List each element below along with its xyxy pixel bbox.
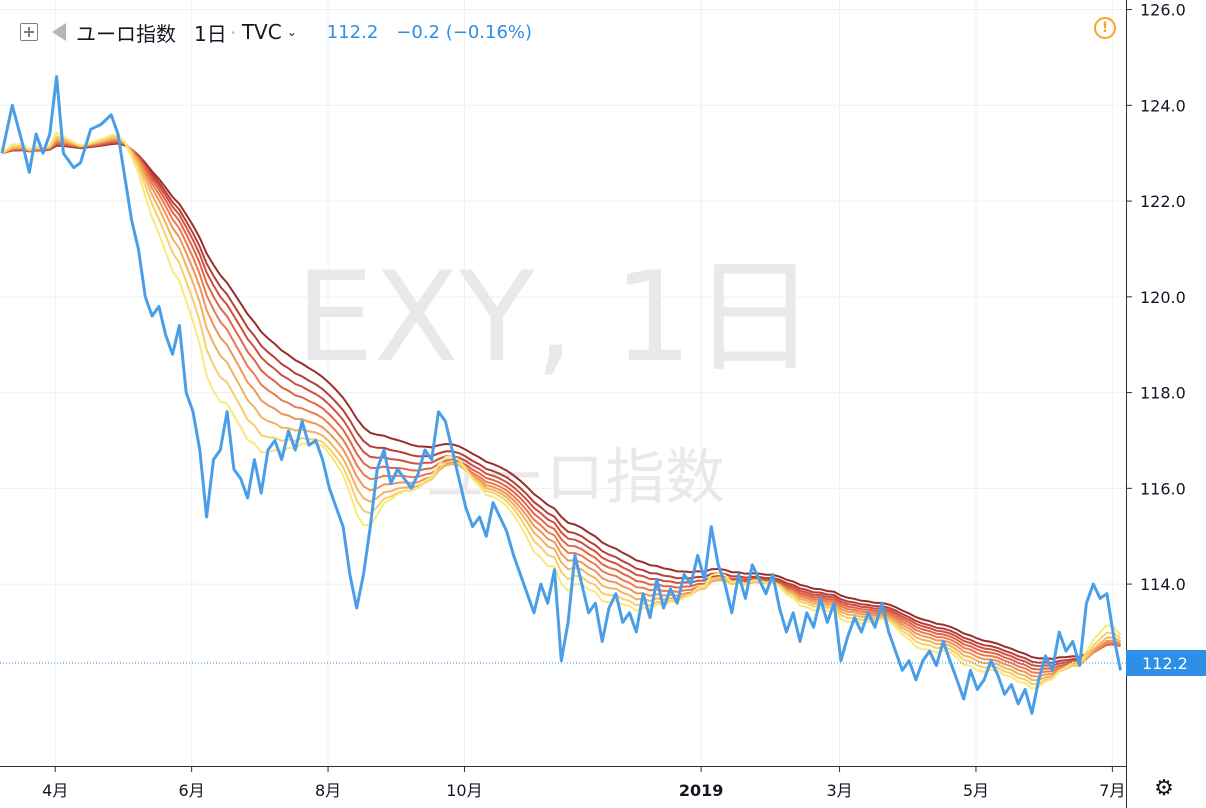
last-value: 112.2 bbox=[326, 21, 379, 43]
warning-icon[interactable]: ! bbox=[1094, 17, 1116, 39]
price-axis-label: 112.2 bbox=[1126, 650, 1206, 676]
x-tick-label: 2019 bbox=[679, 781, 724, 800]
ma-line bbox=[1, 139, 1121, 675]
y-tick-label: 126.0 bbox=[1140, 1, 1186, 20]
legend-header: ユーロ指数 1日 · TVC ⌄ 112.2 −0.2 (−0.16%) bbox=[20, 18, 532, 46]
y-tick-label: 118.0 bbox=[1140, 384, 1186, 403]
watermark-description: ユーロ指数 bbox=[425, 443, 725, 513]
y-tick-label: 120.0 bbox=[1140, 288, 1186, 307]
ma-line bbox=[1, 135, 1122, 686]
time-axis-bg bbox=[0, 766, 1126, 808]
y-tick-label: 114.0 bbox=[1140, 575, 1186, 594]
price-series bbox=[0, 75, 1122, 715]
ma-line bbox=[1, 142, 1121, 660]
exchange[interactable]: TVC bbox=[241, 20, 282, 44]
settings-icon[interactable]: ⚙ bbox=[1154, 776, 1174, 801]
ma-line bbox=[1, 140, 1121, 668]
symbol-name[interactable]: ユーロ指数 bbox=[76, 21, 176, 46]
x-tick-label: 4月 bbox=[42, 781, 68, 800]
x-tick-label: 6月 bbox=[179, 781, 205, 800]
ma-ribbon bbox=[1, 131, 1122, 690]
x-tick-label: 5月 bbox=[963, 781, 989, 800]
y-tick-label: 124.0 bbox=[1140, 96, 1186, 115]
price-line bbox=[0, 75, 1122, 715]
y-tick-label: 116.0 bbox=[1140, 479, 1186, 498]
ma-line bbox=[1, 140, 1121, 671]
change-value: −0.2 (−0.16%) bbox=[396, 21, 533, 43]
price-axis-label-text: 112.2 bbox=[1142, 654, 1188, 673]
interval[interactable]: 1日 bbox=[194, 21, 227, 46]
price-axis-bg bbox=[1126, 0, 1206, 808]
ma-line bbox=[1, 138, 1121, 678]
x-tick-label: 10月 bbox=[446, 781, 482, 800]
y-tick-label: 122.0 bbox=[1140, 192, 1186, 211]
x-tick-label: 7月 bbox=[1099, 781, 1125, 800]
x-tick-label: 3月 bbox=[826, 781, 852, 800]
watermark: EXY, 1日 ユーロ指数 bbox=[296, 246, 817, 513]
expand-icon[interactable] bbox=[20, 23, 38, 41]
ma-line bbox=[1, 141, 1121, 664]
watermark-symbol: EXY, 1日 bbox=[296, 246, 817, 390]
chevron-down-icon[interactable]: ⌄ bbox=[286, 25, 297, 39]
separator-dot: · bbox=[230, 22, 236, 42]
flag-icon bbox=[52, 23, 66, 41]
ma-line bbox=[1, 136, 1121, 682]
x-tick-label: 8月 bbox=[315, 781, 341, 800]
